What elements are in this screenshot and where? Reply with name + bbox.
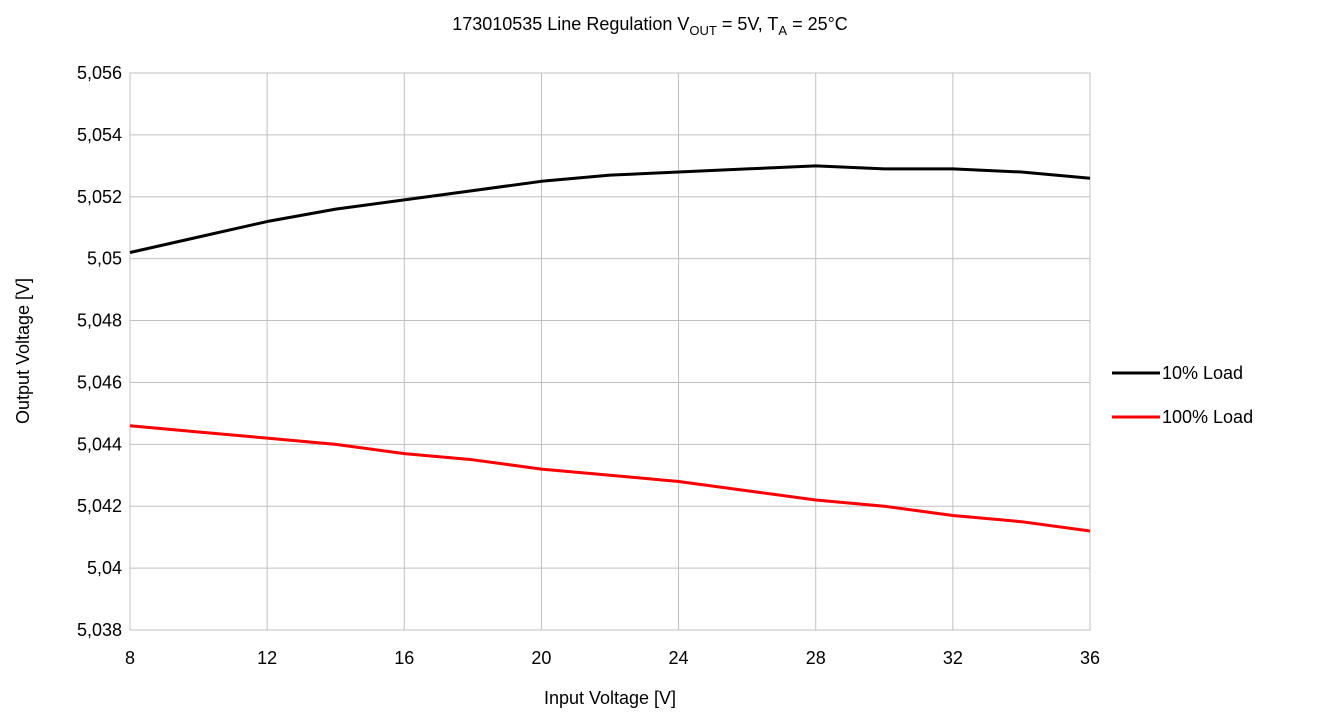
- x-tick-label: 12: [257, 648, 277, 668]
- legend-label: 100% Load: [1162, 407, 1253, 427]
- y-axis-label: Output Voltage [V]: [13, 278, 33, 424]
- y-tick-label: 5,048: [77, 311, 122, 331]
- y-tick-label: 5,04: [87, 558, 122, 578]
- title-text: = 5V, T: [717, 14, 779, 34]
- y-tick-label: 5,038: [77, 620, 122, 640]
- legend-label: 10% Load: [1162, 363, 1243, 383]
- y-tick-label: 5,054: [77, 125, 122, 145]
- title-text: 173010535 Line Regulation V: [452, 14, 689, 34]
- series-line: [129, 424, 1091, 533]
- x-tick-label: 16: [394, 648, 414, 668]
- title-subscript: OUT: [689, 23, 717, 38]
- title-text: = 25°C: [787, 14, 848, 34]
- series-line: [129, 164, 1091, 254]
- title-subscript: A: [778, 23, 787, 38]
- y-tick-label: 5,042: [77, 496, 122, 516]
- chart-title: 173010535 Line Regulation VOUT = 5V, TA …: [452, 14, 848, 38]
- x-tick-label: 8: [125, 648, 135, 668]
- plot-border: [129, 72, 1091, 631]
- y-tick-label: 5,056: [77, 63, 122, 83]
- y-tick-label: 5,046: [77, 372, 122, 392]
- y-tick-label: 5,05: [87, 249, 122, 269]
- x-axis-label: Input Voltage [V]: [544, 688, 676, 708]
- x-tick-label: 24: [669, 648, 689, 668]
- y-tick-label: 5,052: [77, 187, 122, 207]
- y-tick-label: 5,044: [77, 434, 122, 454]
- x-tick-label: 28: [806, 648, 826, 668]
- x-tick-label: 36: [1080, 648, 1100, 668]
- x-tick-label: 20: [531, 648, 551, 668]
- x-tick-label: 32: [943, 648, 963, 668]
